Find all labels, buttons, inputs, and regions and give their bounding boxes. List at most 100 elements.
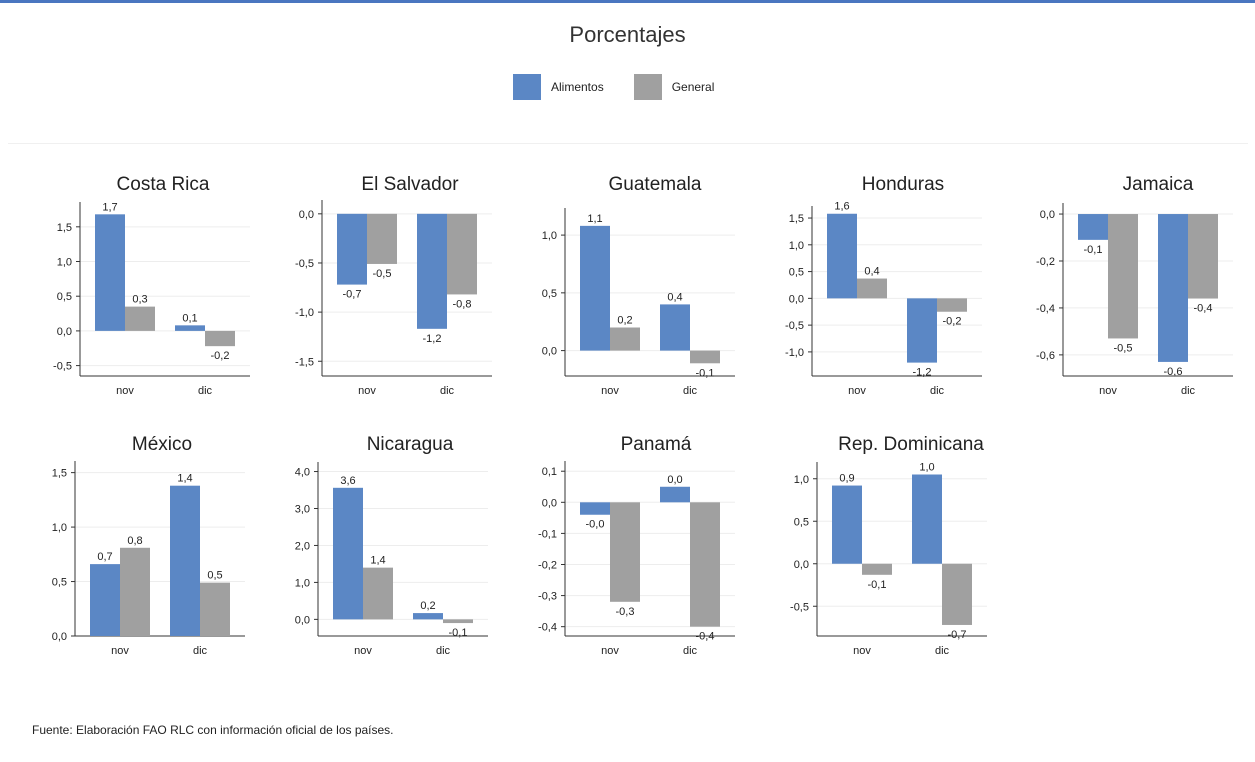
chart-8-ytick-label: 0,0 (542, 497, 557, 509)
chart-2-x-label: dic (440, 385, 455, 397)
chart-9-data-label: -0,1 (868, 579, 887, 591)
chart-5-data-label: -0,4 (1194, 303, 1213, 315)
chart-3-ytick-label: 0,5 (542, 288, 557, 300)
chart-1-bar-alimentos-dic (175, 325, 205, 331)
chart-1-ytick-label: 0,0 (57, 326, 72, 338)
chart-6-ytick-label: 1,0 (52, 522, 67, 534)
chart-2-bar-alimentos-dic (417, 213, 447, 329)
chart-5-bar-alimentos-nov (1078, 214, 1108, 240)
chart-1-bar-general-nov (125, 306, 155, 331)
chart-5-bar-general-dic (1188, 214, 1218, 299)
chart-6-data-label: 0,8 (127, 535, 142, 547)
chart-5-ytick-label: -0,4 (1036, 303, 1055, 315)
chart-7-ytick-label: 0,0 (295, 614, 310, 626)
chart-4-bar-general-dic (937, 298, 967, 312)
legend-label-alimentos: Alimentos (551, 80, 604, 94)
small-multiples-charts: Costa Rica -0,5 0,0 0,5 1,0 1,5 nov 1,7 0,3 dic 0,… (52, 174, 1233, 657)
chart-7-ytick-label: 3,0 (295, 504, 310, 516)
chart-5-x-label: nov (1099, 385, 1117, 397)
chart-9-ytick-label: 0,5 (794, 516, 809, 528)
separator (8, 143, 1248, 144)
chart-2-bar-alimentos-nov (337, 213, 367, 285)
chart-6-ytick-label: 0,5 (52, 577, 67, 589)
chart-1-x-label: nov (116, 385, 134, 397)
chart-1-ytick-label: 1,0 (57, 257, 72, 269)
chart-8-bar-general-dic (690, 502, 720, 627)
chart-2-title: El Salvador (361, 174, 459, 195)
chart-4-ytick-label: 1,5 (789, 213, 804, 225)
chart-1-bar-general-dic (205, 330, 235, 347)
chart-7-bar-alimentos-nov (333, 487, 363, 620)
chart-6-bar-general-dic (200, 582, 230, 636)
chart-8-ytick-label: -0,3 (538, 591, 557, 603)
chart-4-ytick-label: 0,5 (789, 267, 804, 279)
chart-5-ytick-label: -0,6 (1036, 350, 1055, 362)
chart-8-data-label: -0,3 (616, 606, 635, 618)
chart-1-data-label: 1,7 (102, 201, 117, 213)
chart-9-data-label: 1,0 (919, 462, 934, 474)
chart-4-data-label: 1,6 (834, 201, 849, 213)
chart-4-x-label: dic (930, 385, 945, 397)
chart-5-ytick-label: 0,0 (1040, 209, 1055, 221)
chart-2-bar-general-dic (447, 213, 477, 295)
chart-3-x-label: nov (601, 385, 619, 397)
chart-4-ytick-label: 0,0 (789, 293, 804, 305)
chart-3-ytick-label: 0,0 (542, 346, 557, 358)
chart-1-x-label: dic (198, 385, 213, 397)
chart-4-data-label: -1,2 (913, 367, 932, 379)
legend-swatch-alimentos (513, 74, 541, 100)
chart-1-title: Costa Rica (117, 174, 210, 195)
chart-8-ytick-label: -0,1 (538, 528, 557, 540)
chart-8-data-label: -0,4 (696, 631, 715, 643)
chart-7-data-label: 3,6 (340, 475, 355, 487)
chart-5-bar-alimentos-dic (1158, 214, 1188, 362)
chart-3-bar-alimentos-dic (660, 304, 690, 351)
chart-7-x-label: dic (436, 645, 451, 657)
chart-2-bar-general-nov (367, 213, 397, 264)
chart-6-data-label: 0,5 (207, 570, 222, 582)
chart-9-ytick-label: -0,5 (790, 601, 809, 613)
chart-5-x-label: dic (1181, 385, 1196, 397)
chart-3-bar-general-dic (690, 350, 720, 364)
chart-2-data-label: -1,2 (423, 333, 442, 345)
chart-7-bar-general-nov (363, 567, 393, 620)
chart-7-bar-general-dic (443, 619, 473, 624)
chart-6-x-label: nov (111, 645, 129, 657)
chart-8-bar-alimentos-nov (580, 502, 610, 515)
chart-2-ytick-label: 0,0 (299, 209, 314, 221)
chart-2-x-label: nov (358, 385, 376, 397)
legend-swatch-general (633, 74, 662, 100)
chart-3-data-label: -0,1 (696, 367, 715, 379)
chart-4-ytick-label: -1,0 (785, 347, 804, 359)
chart-7-data-label: 0,2 (420, 600, 435, 612)
chart-6-bar-alimentos-nov (90, 564, 120, 636)
chart-1-data-label: 0,3 (132, 294, 147, 306)
chart-8-ytick-label: 0,1 (542, 466, 557, 478)
top-rule (0, 0, 1255, 3)
chart-4-x-label: nov (848, 385, 866, 397)
chart-4-data-label: 0,4 (864, 266, 879, 278)
chart-8-title: Panamá (621, 434, 692, 455)
chart-1-bar-alimentos-nov (95, 214, 125, 331)
chart-8-x-label: nov (601, 645, 619, 657)
chart-4-bar-alimentos-dic (907, 298, 937, 363)
chart-2-ytick-label: -1,0 (295, 307, 314, 319)
chart-2-data-label: -0,7 (343, 289, 362, 301)
chart-7-bar-alimentos-dic (413, 613, 443, 620)
chart-2-data-label: -0,5 (373, 268, 392, 280)
chart-4-data-label: -0,2 (943, 316, 962, 328)
chart-9-bar-alimentos-dic (912, 474, 942, 564)
chart-3-title: Guatemala (609, 174, 702, 195)
chart-3-data-label: 0,2 (617, 314, 632, 326)
legend-label-general: General (671, 80, 715, 94)
chart-1-ytick-label: 1,5 (57, 222, 72, 234)
chart-2-ytick-label: -1,5 (295, 356, 314, 368)
chart-9-data-label: -0,7 (948, 629, 967, 641)
chart-1-data-label: -0,2 (211, 350, 230, 362)
chart-6-ytick-label: 1,5 (52, 468, 67, 480)
chart-7-title: Nicaragua (367, 434, 454, 455)
chart-1-ytick-label: -0,5 (53, 361, 72, 373)
chart-9-data-label: 0,9 (839, 473, 854, 485)
chart-3-data-label: 1,1 (587, 213, 602, 225)
chart-5-data-label: -0,6 (1164, 366, 1183, 378)
